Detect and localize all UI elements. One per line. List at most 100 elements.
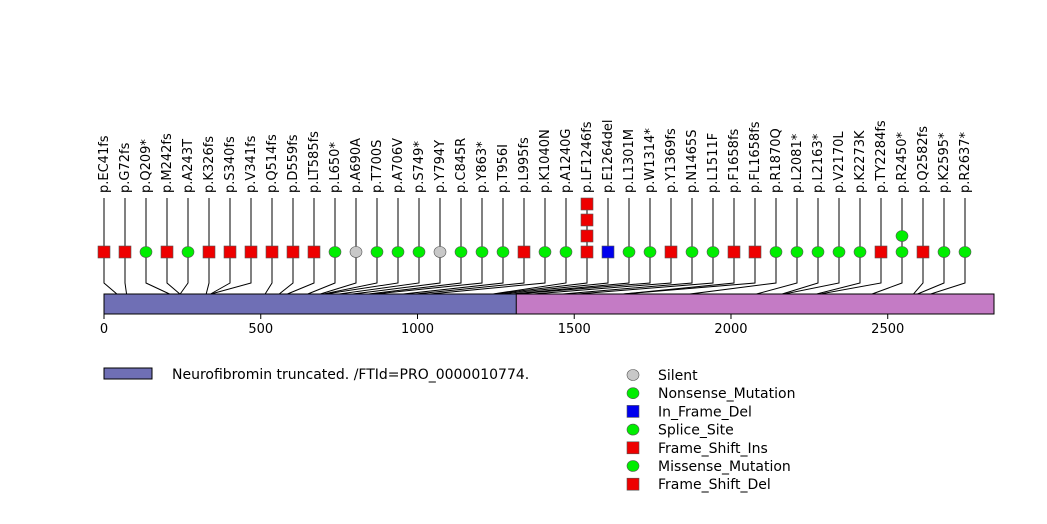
marker-p.Q209*	[139, 246, 153, 258]
axis-tick-label: 500	[248, 322, 273, 337]
axis-tick-label: 1500	[558, 322, 591, 337]
marker-p.K1040N	[538, 246, 552, 258]
mutation-label: p.K326fs	[202, 136, 217, 193]
mutation-label: p.FL1658fs	[748, 121, 763, 193]
mutation-label: p.EC41fs	[97, 135, 112, 193]
domain-legend-swatch	[103, 367, 153, 380]
mutation-label: p.L1511F	[706, 133, 721, 193]
mutation-label: p.T956I	[496, 144, 511, 193]
mutation-label: p.K1040N	[538, 129, 553, 193]
mutation-label: p.T700S	[370, 140, 385, 193]
legend-label: Silent	[658, 368, 698, 384]
marker-p.R2450*	[895, 230, 909, 242]
marker-p.TY2284fs	[874, 245, 888, 259]
axis-tick-label: 2500	[871, 322, 904, 337]
legend-swatch-Frame_Shift_Del	[626, 477, 640, 491]
mutation-label: p.S340fs	[223, 136, 238, 193]
marker-p.D559fs	[286, 245, 300, 259]
marker-p.R2637*	[958, 246, 972, 258]
mutation-markers	[97, 197, 972, 259]
marker-p.Q2582fs	[916, 245, 930, 259]
marker-p.A1240G	[559, 246, 573, 258]
mutation-label: p.C845R	[454, 138, 469, 193]
marker-p.A243T	[181, 246, 195, 258]
legend-swatch-In_Frame_Del	[626, 405, 640, 418]
mutation-label: p.Q514fs	[265, 134, 280, 193]
marker-p.Y794Y	[433, 246, 447, 258]
mutation-label: p.S749*	[412, 141, 427, 193]
mutation-label: p.K2595*	[937, 132, 952, 193]
marker-p.L1511F	[706, 246, 720, 258]
marker-p.L2163*	[811, 246, 825, 258]
marker-p.E1264del	[601, 245, 615, 259]
legend-label: In_Frame_Del	[658, 404, 752, 420]
marker-p.LT585fs	[307, 245, 321, 259]
marker-p.Y1369fs	[664, 245, 678, 259]
mutation-label: p.R1870Q	[769, 128, 784, 193]
legend-label: Frame_Shift_Del	[658, 477, 771, 493]
axis-tick-label: 0	[100, 322, 108, 337]
marker-p.W1314*	[643, 246, 657, 258]
mutation-label: p.Y1369fs	[664, 128, 679, 193]
marker-p.LF1246fs	[580, 229, 594, 243]
marker-p.LF1246fs	[580, 197, 594, 211]
mutation-label: p.M242fs	[160, 133, 175, 193]
marker-p.EC41fs	[97, 245, 111, 259]
marker-p.L995fs	[517, 245, 531, 259]
marker-p.C845R	[454, 246, 468, 258]
x-axis: 0 500 1000 1500 2000 2500	[100, 314, 904, 337]
marker-p.L650*	[328, 246, 342, 258]
marker-p.S749*	[412, 246, 426, 258]
marker-p.G72fs	[118, 245, 132, 259]
mutation-label: p.R2637*	[958, 131, 973, 193]
mutation-label: p.LF1246fs	[580, 121, 595, 193]
mutation-label: p.A1240G	[559, 129, 574, 193]
mutation-label: p.V341fs	[244, 135, 259, 193]
marker-p.F1658fs	[727, 245, 741, 259]
mutation-label: p.R2450*	[895, 131, 910, 193]
marker-p.R2450*	[895, 246, 909, 258]
mutation-label: p.V2170L	[832, 131, 847, 193]
legend-label: Frame_Shift_Ins	[658, 441, 768, 457]
axis-tick-label: 2000	[714, 322, 747, 337]
legend-swatch-Frame_Shift_Ins	[626, 441, 640, 455]
mutation-label: p.E1264del	[601, 119, 616, 193]
marker-p.L2081*	[790, 246, 804, 258]
mutation-label: p.L650*	[328, 142, 343, 193]
marker-p.T956I	[496, 246, 510, 258]
marker-p.V341fs	[244, 245, 258, 259]
marker-p.M242fs	[160, 245, 174, 259]
marker-p.R1870Q	[769, 246, 783, 258]
marker-p.L1301M	[622, 246, 636, 258]
marker-p.Q514fs	[265, 245, 279, 259]
mutation-label: p.A706V	[391, 138, 406, 193]
mutation-label: p.TY2284fs	[874, 120, 889, 193]
legend-label: Splice_Site	[658, 423, 734, 439]
mutation-label: p.A690A	[349, 138, 364, 193]
mutation-label: p.N1465S	[685, 130, 700, 193]
mutation-label: p.Y863*	[475, 141, 490, 193]
mutation-label: p.Y794Y	[433, 140, 448, 193]
domain-1	[515, 293, 995, 315]
domain-legend-label: Neurofibromin truncated. /FTId=PRO_00000…	[172, 367, 529, 383]
marker-p.FL1658fs	[748, 245, 762, 259]
marker-p.LF1246fs	[580, 245, 594, 259]
mutation-label: p.LT585fs	[307, 131, 322, 193]
mutation-label: p.L995fs	[517, 137, 532, 193]
protein-domains	[103, 293, 995, 315]
legend-label: Missense_Mutation	[658, 459, 791, 475]
legend-label: Nonsense_Mutation	[658, 386, 795, 402]
marker-p.T700S	[370, 246, 384, 258]
marker-p.K2273K	[853, 246, 867, 258]
mutation-label: p.A243T	[181, 139, 196, 193]
marker-p.K326fs	[202, 245, 216, 259]
mutation-label: p.K2273K	[853, 130, 868, 193]
mutation-label: p.W1314*	[643, 128, 658, 193]
marker-p.Y863*	[475, 246, 489, 258]
legend-swatch-Nonsense_Mutation	[626, 387, 640, 400]
mutation-label: p.L2163*	[811, 133, 826, 193]
mutation-label: p.Q2582fs	[916, 126, 931, 193]
marker-p.S340fs	[223, 245, 237, 259]
mutation-labels: p.EC41fs p.G72fs p.Q209* p.M242fs p.A243T p.K…	[97, 119, 973, 193]
